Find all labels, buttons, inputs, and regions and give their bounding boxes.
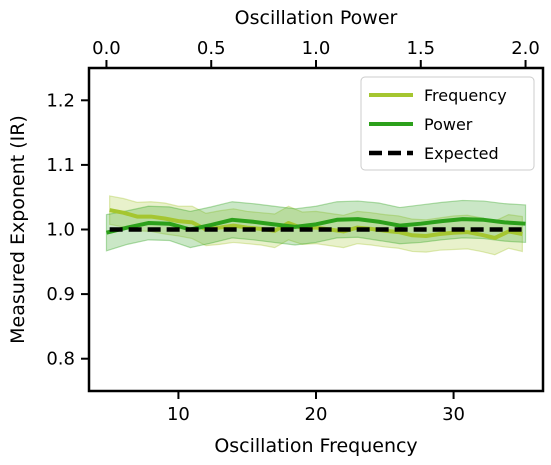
y-axis-label: Measured Exponent (IR) — [7, 115, 29, 344]
y-tick-label: 1.2 — [46, 90, 75, 111]
y-tick-label: 0.8 — [46, 349, 75, 370]
power-line — [105, 217, 526, 235]
legend-box — [360, 76, 535, 171]
top-tick-label: 0.5 — [197, 38, 226, 59]
series-lines — [105, 208, 526, 240]
x-tick-label: 30 — [442, 404, 465, 425]
top-tick-label: 1.5 — [406, 38, 435, 59]
y-tick-label: 0.9 — [46, 284, 75, 305]
top-axis-label: Oscillation Power — [235, 7, 398, 29]
y-tick-label: 1.0 — [46, 220, 75, 241]
x-tick-label: 10 — [167, 404, 190, 425]
y-tick-label: 1.1 — [46, 155, 75, 176]
x-tick-label: 20 — [305, 404, 328, 425]
legend-label-power: Power — [424, 115, 473, 134]
legend: Frequency Power Expected — [360, 76, 535, 171]
top-axis-ticks: 0.0 0.5 1.0 1.5 2.0 — [92, 38, 540, 68]
top-tick-label: 2.0 — [511, 38, 540, 59]
legend-label-frequency: Frequency — [424, 86, 507, 105]
bottom-axis-ticks: 10 20 30 — [167, 391, 465, 425]
legend-label-expected: Expected — [424, 144, 499, 163]
left-axis-ticks: 0.8 0.9 1.0 1.1 1.2 — [46, 90, 89, 370]
x-axis-label: Oscillation Frequency — [214, 435, 417, 457]
top-tick-label: 0.0 — [92, 38, 121, 59]
frequency-line — [109, 208, 523, 240]
top-tick-label: 1.0 — [302, 38, 331, 59]
